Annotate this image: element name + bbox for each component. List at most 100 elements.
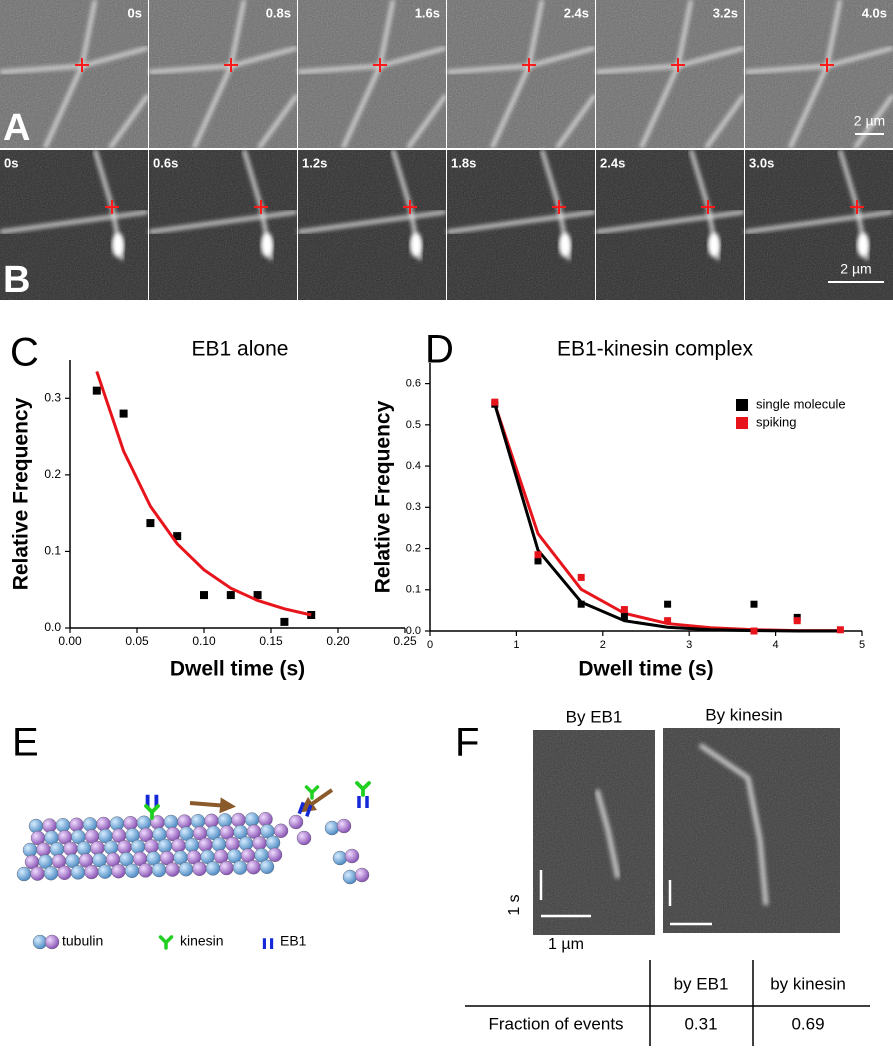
tubulin-subunit bbox=[97, 864, 113, 879]
tubulin-subunit bbox=[336, 818, 352, 834]
data-point bbox=[664, 617, 672, 625]
tubulin-subunit bbox=[232, 860, 248, 875]
tubulin-subunit bbox=[205, 861, 221, 876]
tubulin-subunit bbox=[219, 860, 234, 876]
table-cell: 0.69 bbox=[791, 1014, 824, 1033]
filament bbox=[595, 210, 745, 234]
micrograph: 0.8s bbox=[148, 0, 299, 150]
image-noise bbox=[745, 0, 893, 148]
x-tick-label: 0.20 bbox=[326, 634, 350, 648]
tubulin-subunit bbox=[28, 818, 44, 834]
time-label: 2.4s bbox=[600, 155, 625, 170]
kymograph-title: By EB1 bbox=[566, 707, 623, 726]
micrograph: 3.0s bbox=[744, 149, 893, 300]
kinesin bbox=[158, 935, 174, 950]
red-cross bbox=[75, 58, 89, 72]
red-cross bbox=[552, 200, 566, 214]
micrograph: 1.2s bbox=[297, 149, 447, 300]
tubulin-subunit bbox=[144, 839, 159, 854]
red-cross bbox=[701, 200, 715, 214]
micrograph: 2.4s bbox=[446, 0, 597, 150]
micrograph: 0s bbox=[0, 0, 150, 150]
x-tick-label: 0.05 bbox=[125, 634, 149, 648]
fit-curve bbox=[493, 403, 841, 633]
x-tick-label: 0.15 bbox=[259, 634, 283, 648]
bright-spot bbox=[261, 233, 273, 257]
x-tick-label: 4 bbox=[773, 639, 779, 651]
x-tick-label: 0.25 bbox=[393, 634, 417, 648]
tubulin-subunit bbox=[198, 837, 213, 852]
y-tick-label: 0.1 bbox=[406, 584, 421, 596]
data-point bbox=[577, 600, 585, 608]
tubulin-subunit bbox=[265, 835, 281, 850]
kymograph-title: By kinesin bbox=[705, 705, 782, 724]
data-point bbox=[750, 627, 758, 635]
legend-label: spiking bbox=[756, 414, 796, 429]
legend-text: tubulin bbox=[62, 933, 103, 949]
data-point bbox=[173, 532, 182, 541]
diagram-e: E tubulin kinesin EB1 bbox=[12, 721, 371, 950]
x-tick-label: 3 bbox=[686, 639, 692, 651]
tubulin-subunit bbox=[109, 816, 125, 831]
image-noise bbox=[596, 150, 744, 300]
bright-spot bbox=[559, 233, 571, 257]
bright-spot bbox=[708, 233, 720, 257]
legend-text: kinesin bbox=[180, 933, 224, 949]
y-tick-label: 0.1 bbox=[44, 544, 61, 558]
x-tick-label: 0 bbox=[427, 639, 433, 651]
tubulin-subunit bbox=[63, 841, 78, 856]
microscopy-panels: 0s 0.8s 1.6s 2.4s 3.2s 4.0s A 2 µm 0s 0.6s 1.2s 1.8… bbox=[0, 0, 893, 301]
time-label: 2.4s bbox=[564, 5, 589, 20]
panel-letter: F bbox=[455, 721, 479, 765]
bright-spot bbox=[857, 233, 869, 257]
bright-spot bbox=[112, 233, 124, 257]
image-noise bbox=[447, 150, 595, 300]
image-noise bbox=[0, 0, 148, 148]
micrograph: 1.6s bbox=[297, 0, 448, 150]
tubulin-subunit bbox=[288, 814, 304, 830]
time-label: 4.0s bbox=[862, 5, 887, 20]
red-cross bbox=[671, 58, 685, 72]
length-scale: 1 µm bbox=[548, 936, 584, 953]
scale-bar-label: 2 µm bbox=[840, 261, 871, 277]
legend-swatch bbox=[736, 417, 748, 429]
image-noise bbox=[745, 150, 893, 300]
x-tick-label: 2 bbox=[600, 639, 606, 651]
tubulin-subunit bbox=[90, 840, 105, 856]
filament bbox=[744, 210, 893, 234]
data-point bbox=[620, 606, 628, 614]
tubulin-subunit bbox=[163, 814, 179, 830]
tubulin-subunit bbox=[273, 823, 289, 838]
tubulin-subunit bbox=[165, 862, 180, 877]
red-cross bbox=[403, 200, 417, 214]
tubulin-subunit bbox=[184, 838, 200, 853]
table-cell: Fraction of events bbox=[488, 1014, 623, 1033]
x-tick-label: 0.00 bbox=[58, 634, 82, 648]
tubulin-subunit bbox=[238, 836, 254, 851]
tubulin-subunit bbox=[44, 934, 60, 950]
tubulin-subunit bbox=[136, 815, 152, 830]
tubulin-subunit bbox=[267, 847, 283, 862]
micrograph: 0.6s bbox=[148, 149, 298, 300]
x-tick-label: 0.10 bbox=[192, 634, 216, 648]
time-scale: 1 s bbox=[506, 894, 523, 915]
y-tick-label: 0.5 bbox=[406, 419, 421, 431]
image-noise bbox=[298, 150, 446, 300]
data-point bbox=[200, 591, 208, 600]
y-axis-label: Relative Frequency bbox=[10, 397, 33, 590]
time-label: 1.8s bbox=[451, 155, 476, 170]
tubulin-subunit bbox=[117, 840, 132, 855]
tubulin-subunit bbox=[22, 842, 38, 858]
tubulin-subunit bbox=[124, 863, 140, 878]
image-noise bbox=[298, 0, 446, 148]
tubulin-subunit bbox=[324, 820, 340, 836]
eb1 bbox=[297, 801, 313, 817]
tubulin-subunit bbox=[69, 817, 84, 832]
red-cross bbox=[522, 58, 536, 72]
tubulin-subunit bbox=[178, 862, 194, 877]
kymograph-noise bbox=[663, 728, 840, 933]
legend-label: single molecule bbox=[756, 396, 846, 411]
micrograph: 3.2s bbox=[595, 0, 746, 150]
tubulin-subunit bbox=[111, 864, 126, 879]
red-cross bbox=[224, 58, 238, 72]
